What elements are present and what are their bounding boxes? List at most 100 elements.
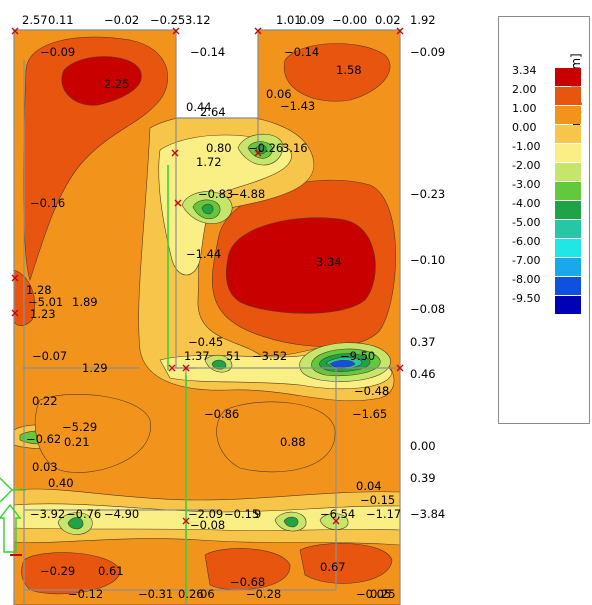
contour-value-label: 0.44 — [186, 100, 212, 114]
legend-row: 2.00 — [499, 81, 591, 105]
contour-value-label: −4.90 — [104, 507, 139, 521]
contour-value-label: −0.15 — [224, 507, 259, 521]
contour-value-label: 0.39 — [410, 471, 436, 485]
contour-value-label: −3.92 — [30, 507, 65, 521]
contour-value-label: −4.88 — [230, 187, 265, 201]
contour-value-label: 0.40 — [48, 476, 74, 490]
contour-value-label: −6.54 — [320, 507, 355, 521]
zone-left-lower-orange — [34, 393, 151, 473]
contour-value-label: −0.45 — [188, 335, 223, 349]
zone-green-mid-core — [201, 203, 214, 215]
contour-value-label: −0.14 — [190, 45, 225, 59]
green-walls — [167, 165, 187, 600]
contour-value-label: −0.28 — [246, 587, 281, 601]
legend-swatch — [555, 125, 581, 143]
legend-value: 3.34 — [512, 64, 537, 77]
contour-value-label: 1.23 — [30, 307, 56, 321]
legend-row: 0.00 — [499, 119, 591, 143]
contour-value-label: 0.02 — [375, 13, 401, 27]
contour-value-label: −9.50 — [340, 349, 375, 363]
contour-value-label: 1.92 — [410, 13, 436, 27]
contour-value-label: −3.52 — [252, 349, 287, 363]
contour-value-label: 51 — [226, 349, 241, 363]
contour-value-label: −0.83 — [198, 187, 233, 201]
contour-value-label: 0.80 — [206, 141, 232, 155]
contour-value-label: 3.12 — [185, 13, 211, 27]
contour-value-label: 0.21 — [64, 435, 90, 449]
legend-value: 2.00 — [512, 83, 537, 96]
legend-swatch — [555, 87, 581, 105]
legend-value: -6.00 — [512, 235, 541, 248]
contour-value-label: 0.67 — [320, 560, 346, 574]
contour-value-label: 0.22 — [32, 394, 58, 408]
contour-value-label: −0.08 — [190, 518, 225, 532]
zone-right-lower-orange — [216, 401, 336, 473]
contour-value-label: 0.61 — [98, 564, 124, 578]
contour-value-label: 1.72 — [196, 155, 222, 169]
contour-value-label: 1.89 — [72, 295, 98, 309]
contour-value-label: 2.25 — [104, 77, 130, 91]
legend-value: -8.00 — [512, 273, 541, 286]
contour-value-label: 0.46 — [410, 367, 436, 381]
contour-value-label: 0.11 — [48, 13, 74, 27]
contour-value-label: −0.07 — [32, 349, 67, 363]
contour-value-label: −0.02 — [104, 13, 139, 27]
contour-fills — [14, 30, 400, 605]
contour-value-label: −1.17 — [366, 507, 401, 521]
contour-value-label: 0.09 — [299, 13, 325, 27]
zone-center-right-3 — [225, 217, 376, 314]
contour-value-label: −0.15 — [360, 493, 395, 507]
contour-value-label: −0.26 — [248, 141, 283, 155]
legend-swatch — [555, 220, 581, 238]
contour-value-label: 3.34 — [316, 255, 342, 269]
contour-value-label: 06 — [200, 587, 215, 601]
legend-swatch — [555, 296, 581, 314]
contour-value-label: 0.03 — [32, 460, 58, 474]
zone-blue-right-5 — [329, 359, 356, 368]
legend-value: 1.00 — [512, 102, 537, 115]
contour-value-label: −0.09 — [410, 45, 445, 59]
legend-swatch — [555, 144, 581, 162]
contour-value-label: 1.01 — [276, 13, 302, 27]
legend-value: -1.00 — [512, 140, 541, 153]
contour-value-label: −0.29 — [40, 564, 75, 578]
legend-swatch — [555, 182, 581, 200]
legend-value: -9.50 — [512, 292, 541, 305]
contour-value-label: −0.76 — [66, 507, 101, 521]
contour-value-label: 3.16 — [282, 141, 308, 155]
legend-swatch — [555, 258, 581, 276]
contour-value-label: 1.37 — [184, 349, 210, 363]
legend-row: -9.50 — [499, 290, 591, 314]
legend-value: -3.00 — [512, 178, 541, 191]
contour-value-label: 1.58 — [336, 63, 362, 77]
legend-swatch — [555, 239, 581, 257]
zone-bottom-mid-orange — [204, 548, 291, 591]
contour-value-label: −5.29 — [62, 420, 97, 434]
zone-bottom-right-orange — [299, 543, 393, 584]
contour-value-label: −0.86 — [204, 407, 239, 421]
legend-row: -5.00 — [499, 214, 591, 238]
contour-value-label: 0.88 — [280, 435, 306, 449]
zone-upper-right-2 — [283, 43, 391, 102]
legend-value: 0.00 — [512, 121, 537, 134]
contour-value-label: 0.26 — [178, 587, 204, 601]
legend-value: -2.00 — [512, 159, 541, 172]
legend-row: -7.00 — [499, 252, 591, 276]
contour-value-label: 9 — [254, 507, 261, 521]
contour-value-label: 2.64 — [200, 105, 226, 119]
contour-value-label: −0.31 — [138, 587, 173, 601]
zone-bottom-left-orange — [21, 552, 121, 595]
legend-row: 3.34 — [499, 62, 591, 86]
contour-value-label: −3.84 — [410, 507, 445, 521]
contour-value-label: −0.62 — [26, 432, 61, 446]
legend-swatch — [555, 163, 581, 181]
contour-value-label: 8 — [382, 384, 389, 398]
contour-value-label: −0.05 — [356, 587, 391, 601]
contour-value-label: 0.00 — [410, 439, 436, 453]
contour-value-label: 0.37 — [410, 335, 436, 349]
legend-swatch — [555, 277, 581, 295]
support-marks — [11, 27, 404, 525]
contour-value-label: 1.28 — [26, 283, 52, 297]
legend-value: -4.00 — [512, 197, 541, 210]
legend-row: -8.00 — [499, 271, 591, 295]
